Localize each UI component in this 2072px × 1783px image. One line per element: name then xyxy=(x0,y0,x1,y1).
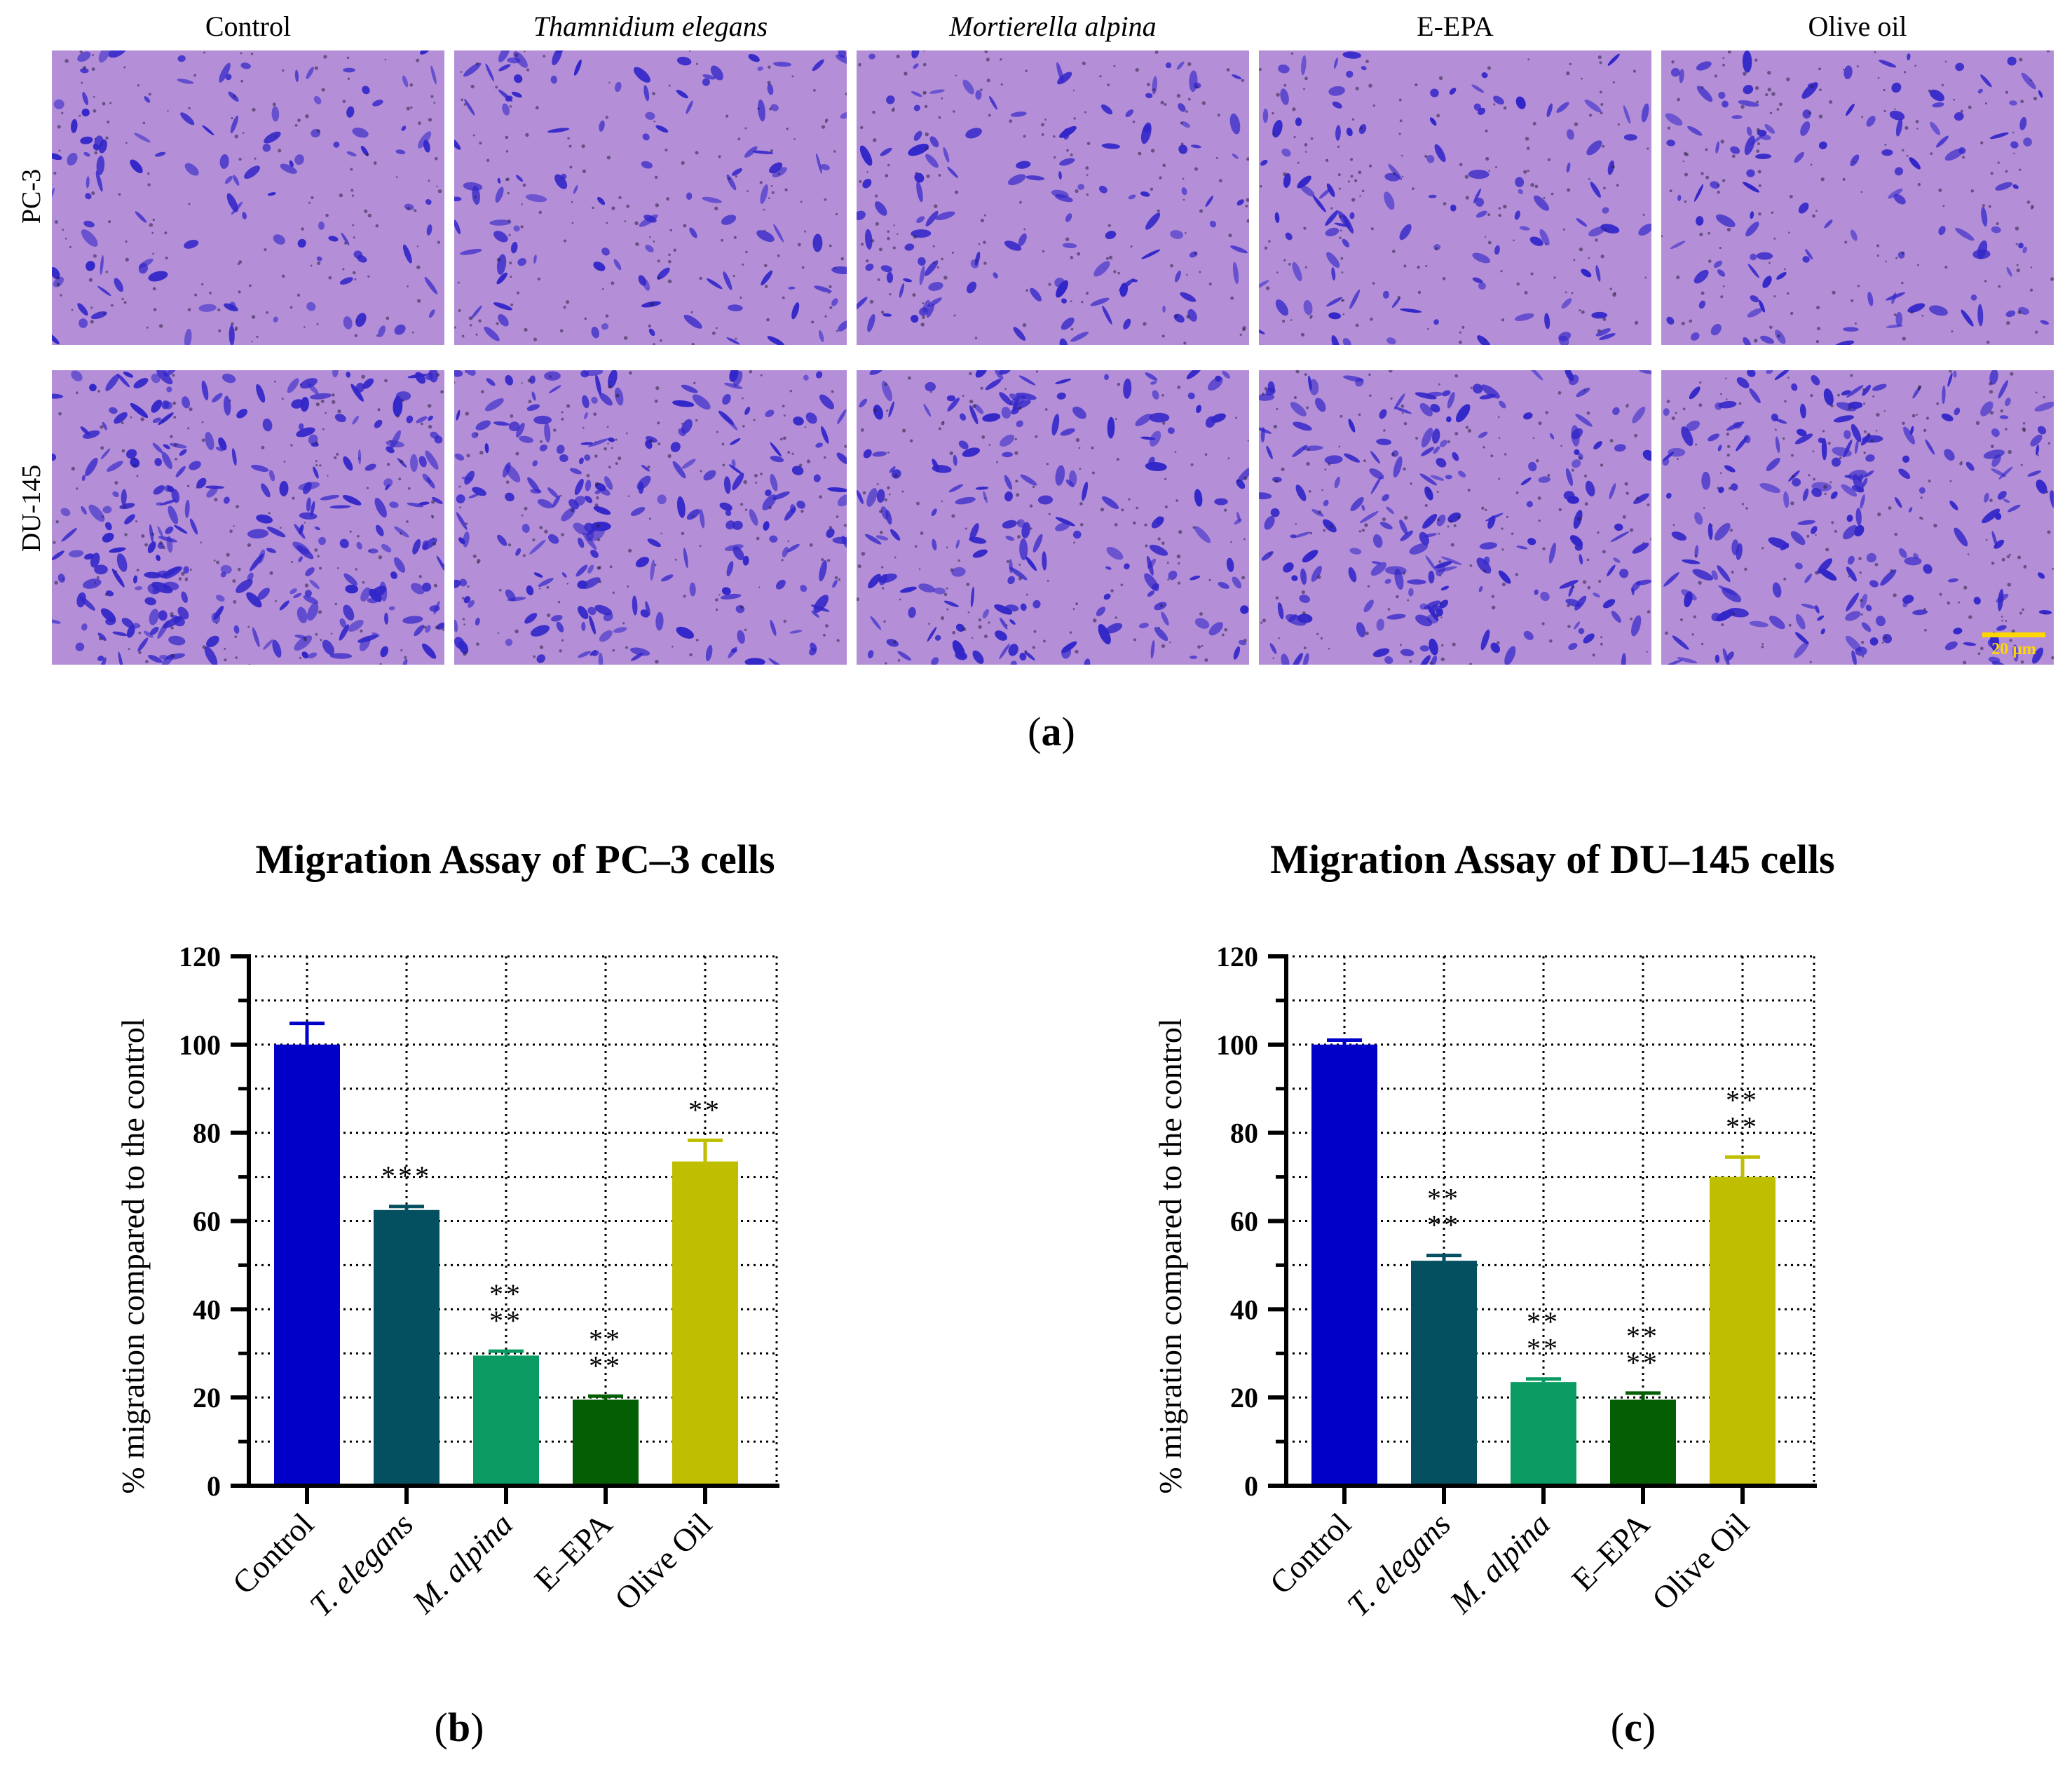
column-label-olive-oil: Olive oil xyxy=(1808,11,1907,42)
pc3-xtick-label-3: E–EPA xyxy=(527,1506,619,1598)
du145-significance-3-0: ** xyxy=(1626,1320,1660,1352)
pc3-bar-1 xyxy=(374,1209,439,1486)
row-label-du145: DU-145 xyxy=(17,464,46,552)
du145-ytick-label: 40 xyxy=(1230,1294,1258,1325)
pc3-significance-2-0: ** xyxy=(489,1278,523,1310)
du145-error-bar-0 xyxy=(1327,1038,1362,1045)
pc3-error-bar-1 xyxy=(389,1205,424,1210)
du145-xtick-label-1: T. elegans xyxy=(1340,1506,1457,1623)
pc3-significance-1-0: *** xyxy=(381,1160,432,1192)
du145-significance-2-1: ** xyxy=(1527,1333,1560,1364)
du145-ytick-label: 20 xyxy=(1230,1382,1258,1413)
pc3-ytick-label: 60 xyxy=(193,1206,221,1238)
du145-significance-4-1: ** xyxy=(1726,1111,1759,1142)
pc3-bar-4 xyxy=(672,1161,738,1486)
pc3-error-bar-2 xyxy=(489,1349,524,1356)
pc3-xtick-label-1: T. elegans xyxy=(303,1506,420,1623)
du145-xtick-label-2: M. alpina xyxy=(1443,1506,1557,1620)
column-label-e-epa: E-EPA xyxy=(1417,11,1494,42)
du145-error-bar-4 xyxy=(1725,1155,1760,1177)
pc3-chart-title: Migration Assay of PC–3 cells xyxy=(255,836,775,882)
du145-ytick-label: 0 xyxy=(1244,1470,1258,1502)
du145-ytick-label: 80 xyxy=(1230,1118,1258,1149)
pc3-xtick-label-0: Control xyxy=(226,1506,320,1601)
pc3-bar-0 xyxy=(274,1044,340,1486)
pc3-bar-2 xyxy=(473,1355,539,1486)
micrograph-pc-3-0 xyxy=(52,50,444,345)
pc3-ytick-label: 0 xyxy=(207,1470,221,1502)
figure-label-a: (a) xyxy=(1028,709,1075,754)
pc3-error-bar-3 xyxy=(588,1394,623,1400)
du145-bar-2 xyxy=(1511,1382,1576,1486)
pc3-error-bar-0 xyxy=(289,1022,325,1045)
du145-error-bar-2 xyxy=(1526,1377,1561,1383)
du145-error-bar-3 xyxy=(1625,1391,1661,1400)
micrograph-pc-3-1 xyxy=(454,50,847,345)
du145-significance-1-0: ** xyxy=(1427,1183,1461,1214)
column-label-thamnidium-elegans: Thamnidium elegans xyxy=(533,11,768,42)
pc3-error-bar-4 xyxy=(688,1138,723,1162)
pc3-significance-2-1: ** xyxy=(489,1305,523,1336)
du145-xtick-label-0: Control xyxy=(1263,1506,1358,1601)
pc3-ytick-label: 100 xyxy=(179,1029,221,1061)
micrograph-pc-3-3 xyxy=(1259,50,1651,345)
scale-bar: 20 μm xyxy=(1982,632,2045,659)
pc3-ytick-label: 20 xyxy=(193,1382,221,1413)
scale-bar-label: 20 μm xyxy=(1991,640,2036,658)
du145-chart-title: Migration Assay of DU–145 cells xyxy=(1270,836,1835,882)
du145-significance-3-1: ** xyxy=(1626,1347,1660,1378)
micrograph-du-145-4: 20 μm xyxy=(1661,370,2054,665)
pc3-y-axis-label: % migration compared to the control xyxy=(115,1018,151,1493)
pc3-bar-3 xyxy=(573,1399,639,1486)
pc3-xtick-label-4: Olive Oil xyxy=(608,1506,718,1617)
du145-ytick-label: 60 xyxy=(1230,1206,1258,1238)
du145-migration-chart: Migration Assay of DU–145 cells ** ** ** ** *… xyxy=(1037,806,2072,1718)
micrograph-du-145-2 xyxy=(857,370,1249,665)
column-label-mortierella-alpina: Mortierella alpina xyxy=(949,11,1157,42)
du145-xtick-label-3: E–EPA xyxy=(1565,1506,1656,1598)
pc3-significance-4-0: ** xyxy=(688,1094,722,1125)
du145-bar-4 xyxy=(1710,1177,1775,1486)
micrograph-pc-3-4 xyxy=(1661,50,2054,345)
pc3-ytick-label: 120 xyxy=(179,941,221,972)
du145-bar-1 xyxy=(1411,1261,1477,1486)
du145-ytick-label: 100 xyxy=(1216,1029,1258,1061)
du145-y-axis-label: % migration compared to the control xyxy=(1152,1018,1188,1493)
pc3-migration-chart: Migration Assay of PC–3 cells *** ** ** ** **… xyxy=(0,806,981,1718)
micrograph-du-145-3 xyxy=(1259,370,1651,665)
pc3-xtick-label-2: M. alpina xyxy=(405,1506,519,1620)
pc3-significance-3-0: ** xyxy=(589,1323,622,1355)
pc3-significance-3-1: ** xyxy=(589,1350,622,1381)
micrograph-du-145-0 xyxy=(52,370,444,665)
du145-ytick-label: 120 xyxy=(1216,941,1258,972)
micrograph-du-145-1 xyxy=(454,370,847,665)
row-label-pc3: PC-3 xyxy=(17,168,46,224)
column-label-control: Control xyxy=(205,11,292,42)
du145-significance-1-1: ** xyxy=(1427,1209,1461,1241)
du145-significance-2-0: ** xyxy=(1527,1306,1560,1338)
du145-xtick-label-4: Olive Oil xyxy=(1645,1506,1756,1617)
figure-label-b: (b) xyxy=(434,1704,484,1750)
micrograph-pc-3-2 xyxy=(857,50,1249,345)
du145-significance-4-0: ** xyxy=(1726,1084,1759,1116)
du145-error-bar-1 xyxy=(1426,1254,1461,1261)
pc3-ytick-label: 40 xyxy=(193,1294,221,1325)
figure-label-c: (c) xyxy=(1610,1704,1656,1750)
du145-bar-3 xyxy=(1610,1399,1676,1486)
pc3-ytick-label: 80 xyxy=(193,1118,221,1149)
du145-bar-0 xyxy=(1311,1044,1377,1486)
